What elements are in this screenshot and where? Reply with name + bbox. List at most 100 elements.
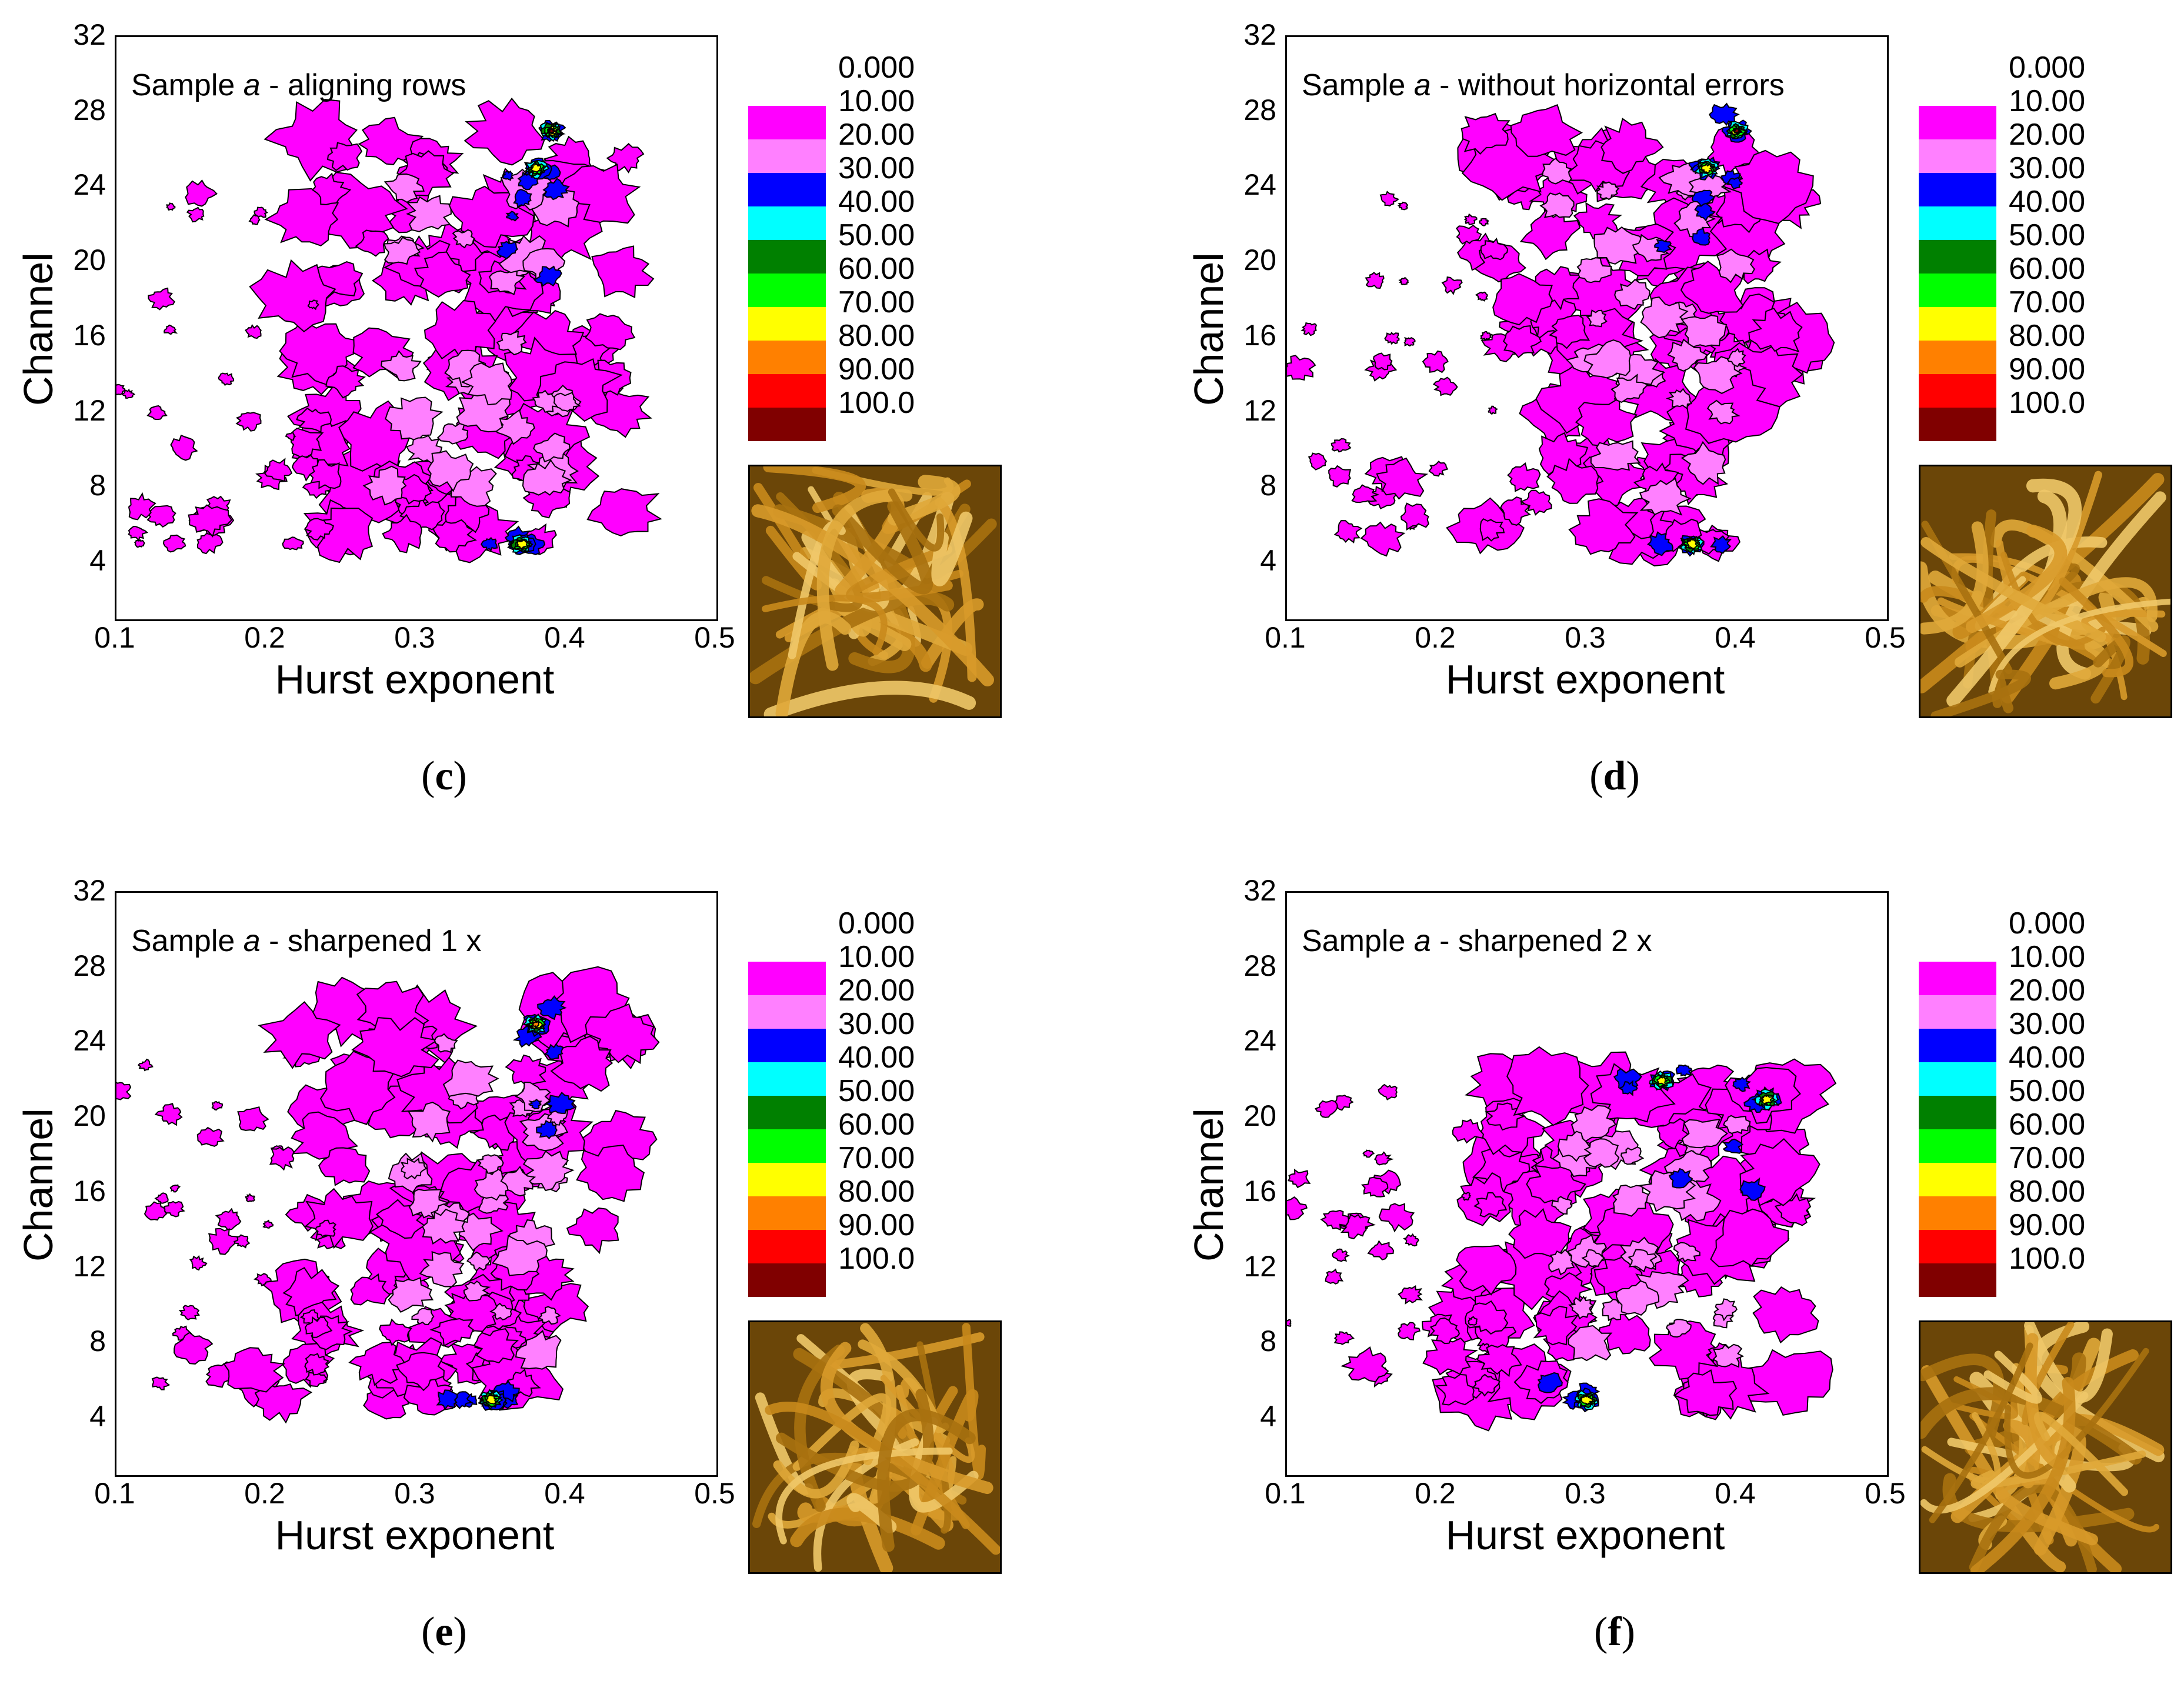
contour-plot-area — [115, 891, 718, 1477]
contour-region — [1506, 1046, 1589, 1126]
contour-region — [1726, 176, 1743, 190]
contour-region — [522, 1150, 575, 1192]
contour-region — [532, 389, 562, 413]
contour-region — [442, 1059, 499, 1098]
contour-region — [489, 1302, 513, 1320]
x-tick-label: 0.2 — [244, 1477, 285, 1510]
contour-region — [304, 1353, 330, 1376]
contour-region — [1435, 1373, 1475, 1406]
legend-label: 80.00 — [838, 319, 915, 353]
contour-region — [1752, 1286, 1819, 1344]
contour-region — [1464, 1300, 1509, 1335]
panel-d: 4 8 12 16 20 24 28 32 0.1 0.2 0.3 0.4 0.5 Channel Hurs… — [1171, 0, 2184, 835]
contour-region — [464, 97, 545, 166]
contour-region — [1507, 462, 1541, 492]
legend-swatch — [748, 173, 826, 206]
contour-region — [533, 265, 562, 287]
legend-swatch — [748, 341, 826, 374]
panel-c: 4 8 12 16 20 24 28 32 0.1 0.2 0.3 0.4 0.5 Channel Hurs… — [0, 0, 1092, 835]
contour-region — [585, 1003, 660, 1065]
contour-region — [1666, 388, 1692, 410]
contour-region — [1287, 1168, 1311, 1189]
legend-swatch — [1919, 274, 1996, 307]
legend-swatch — [1919, 240, 1996, 274]
contour-region — [1422, 1338, 1479, 1376]
contour-region — [1441, 276, 1463, 295]
legend-swatch — [1919, 995, 1996, 1029]
contour-region — [1710, 1208, 1789, 1268]
legend-label: 20.00 — [838, 973, 915, 1008]
contour-region — [436, 1389, 458, 1410]
contour-region — [414, 251, 471, 298]
contour-region — [1681, 1118, 1728, 1149]
contour-region — [285, 432, 296, 441]
contour-region — [170, 434, 198, 461]
x-tick-label: 0.1 — [94, 621, 135, 654]
y-tick-label: 16 — [1243, 318, 1276, 352]
x-tick-label: 0.1 — [94, 1477, 135, 1510]
contour-region — [269, 1146, 295, 1171]
subfigure-label: (c) — [356, 753, 532, 800]
panel-title-sample: a — [243, 68, 261, 102]
contour-region — [585, 313, 636, 351]
panel-title-suffix: - sharpened 1 x — [260, 924, 482, 958]
y-tick-label: 12 — [1243, 1249, 1276, 1283]
contour-region — [385, 396, 444, 442]
legend-swatch — [1919, 1263, 1996, 1297]
contour-region — [383, 236, 421, 265]
contour-region — [379, 1318, 412, 1346]
y-tick-label: 4 — [89, 544, 106, 578]
contour-region — [382, 513, 422, 553]
contour-region — [1694, 202, 1716, 222]
subfigure-label: (f) — [1526, 1609, 1703, 1656]
contour-region — [1601, 118, 1664, 174]
legend-swatch — [1919, 374, 1996, 408]
legend-swatch — [1919, 206, 1996, 240]
legend-swatch — [1919, 307, 1996, 341]
x-tick-label: 0.2 — [244, 621, 285, 654]
x-tick-label: 0.2 — [1415, 621, 1456, 654]
contour-region — [419, 1250, 465, 1288]
contour-region — [1301, 322, 1318, 336]
contour-region — [1472, 1373, 1501, 1397]
contour-region — [189, 1255, 208, 1271]
contour-region — [1581, 1249, 1606, 1268]
contour-region — [304, 1372, 328, 1388]
contour-region — [427, 450, 474, 492]
contour-region — [1732, 1076, 1752, 1092]
contour-region — [531, 164, 543, 173]
contour-region — [515, 539, 528, 549]
legend-swatch — [1919, 1029, 1996, 1062]
contour-region — [1733, 128, 1742, 135]
legend-label: 60.00 — [838, 252, 915, 286]
y-axis-title: Channel — [1186, 252, 1232, 406]
contour-region — [1761, 1095, 1774, 1105]
contour-region — [1333, 520, 1363, 543]
contour-region — [452, 229, 475, 249]
contour-region — [1367, 1240, 1395, 1260]
legend-swatch — [1919, 1196, 1996, 1230]
x-tick-label: 0.4 — [1715, 1477, 1756, 1510]
contour-region — [144, 1201, 168, 1221]
contour-region — [1675, 1064, 1693, 1077]
contour-plot-area — [115, 35, 718, 621]
subfigure-label-open: ( — [1589, 753, 1603, 799]
contour-region — [264, 98, 358, 182]
legend-swatch — [748, 995, 826, 1029]
subfigure-label-letter: e — [435, 1609, 454, 1655]
contour-region — [1663, 1149, 1712, 1186]
contour-region — [1541, 158, 1572, 185]
contour-region — [1741, 1349, 1833, 1416]
y-tick-label: 24 — [1243, 168, 1276, 202]
contour-region — [1673, 1369, 1738, 1416]
contour-plot-area — [1285, 35, 1889, 621]
contour-region — [196, 532, 224, 555]
x-tick-label: 0.3 — [394, 1477, 435, 1510]
contour-region — [1403, 1233, 1419, 1247]
legend-label: 30.00 — [2009, 1007, 2086, 1041]
x-tick-label: 0.4 — [544, 621, 585, 654]
legend-label: 20.00 — [838, 118, 915, 152]
contour-region — [1537, 1372, 1563, 1393]
legend-label: 40.00 — [838, 185, 915, 219]
legend-swatch — [748, 106, 826, 139]
